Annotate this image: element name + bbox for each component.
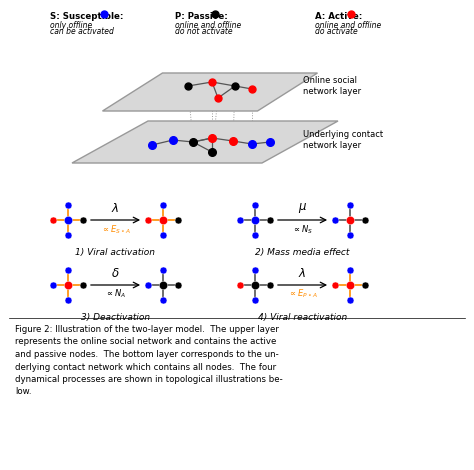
Text: can be activated: can be activated <box>50 27 114 36</box>
Text: S: Susceptible:: S: Susceptible: <box>50 12 127 21</box>
Text: 1) Viral activation: 1) Viral activation <box>75 248 155 257</box>
Text: 4) Viral reactivation: 4) Viral reactivation <box>258 313 347 322</box>
Text: do not activate: do not activate <box>175 27 233 36</box>
Polygon shape <box>102 73 318 111</box>
Text: Figure 2: Illustration of the two-layer model.  The upper layer
represents the o: Figure 2: Illustration of the two-layer … <box>15 325 283 397</box>
Text: $\lambda$: $\lambda$ <box>298 267 307 280</box>
Text: $\propto N_A$: $\propto N_A$ <box>105 288 126 300</box>
Text: $\propto N_S$: $\propto N_S$ <box>292 223 313 235</box>
Text: $\delta$: $\delta$ <box>111 267 120 280</box>
Text: $\propto E_{S\circ A}$: $\propto E_{S\circ A}$ <box>100 223 130 235</box>
Text: $\mu$: $\mu$ <box>298 201 307 215</box>
Text: online and offline: online and offline <box>315 21 381 30</box>
Text: 2) Mass media effect: 2) Mass media effect <box>255 248 350 257</box>
Text: Underlying contact
network layer: Underlying contact network layer <box>303 130 383 150</box>
Text: A: Active:: A: Active: <box>315 12 365 21</box>
Text: 3) Deactivation: 3) Deactivation <box>81 313 150 322</box>
Text: Online social
network layer: Online social network layer <box>303 76 361 96</box>
Text: $\propto E_{P\circ A}$: $\propto E_{P\circ A}$ <box>288 288 317 300</box>
Text: do activate: do activate <box>315 27 358 36</box>
Text: P: Passive:: P: Passive: <box>175 12 231 21</box>
Polygon shape <box>72 121 338 163</box>
Text: only offline: only offline <box>50 21 92 30</box>
Text: online and offline: online and offline <box>175 21 241 30</box>
Text: $\lambda$: $\lambda$ <box>111 202 119 215</box>
